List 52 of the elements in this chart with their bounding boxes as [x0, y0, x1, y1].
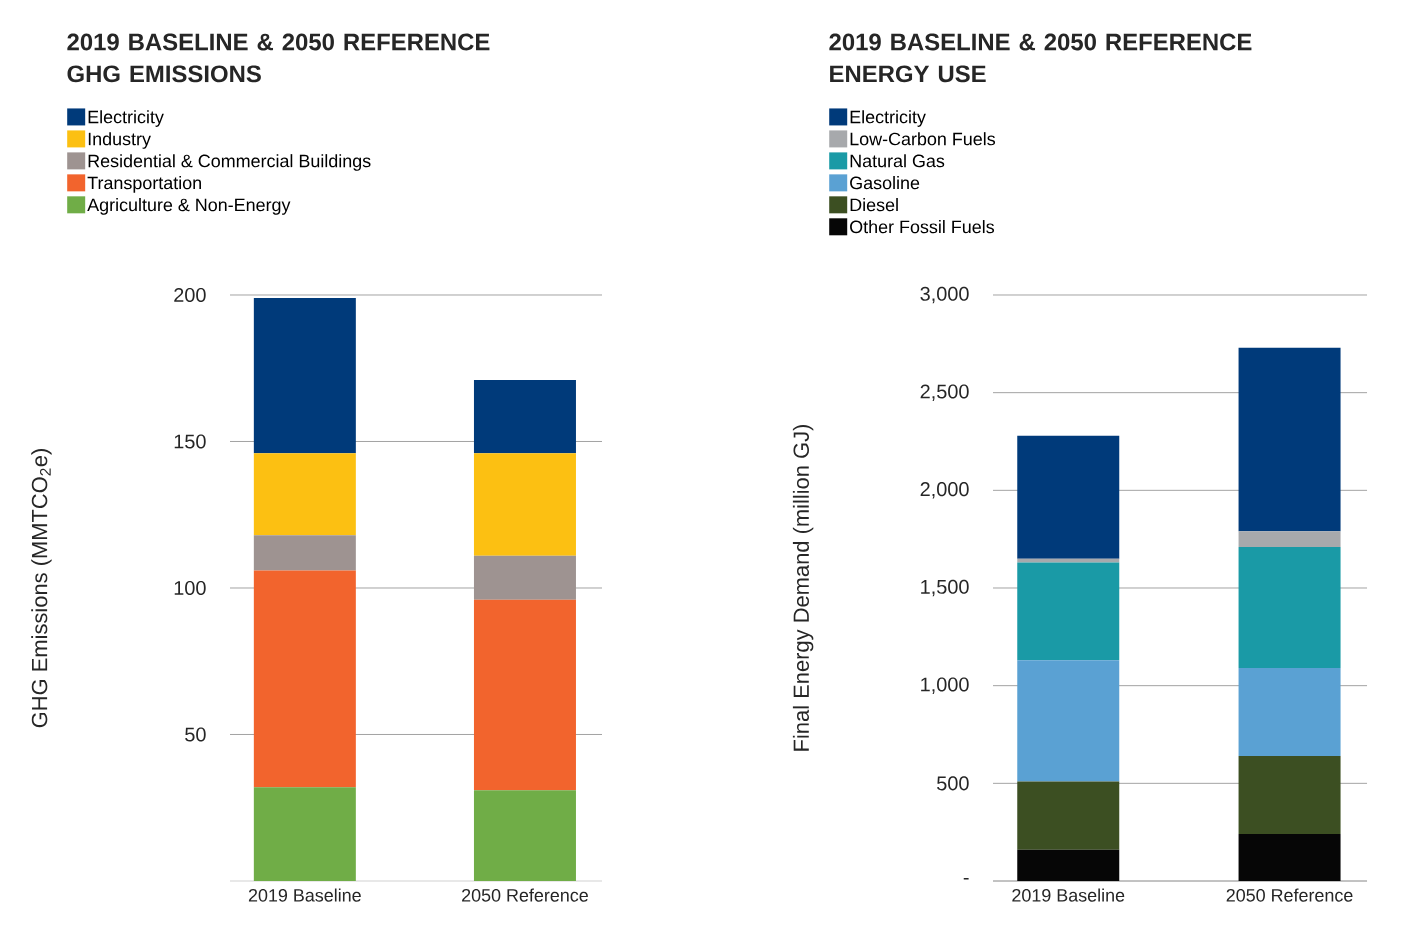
bar	[253, 453, 356, 536]
legend-label: Agriculture & Non-Energy	[87, 198, 291, 215]
legend-label: Electricity	[88, 110, 164, 127]
y-tick-label: 2,000	[920, 482, 969, 499]
legend-label: Electricity	[850, 110, 926, 127]
y-tick-label: 3,000	[920, 286, 969, 304]
y-tick-label: -	[963, 877, 969, 880]
legend-label: Other Fossil Fuels	[850, 220, 995, 234]
bar	[1238, 834, 1341, 881]
legend-label: Gasoline	[850, 176, 920, 190]
bar	[1238, 546, 1341, 669]
bar	[473, 790, 576, 881]
legend-label: Low-Carbon Fuels	[850, 132, 996, 146]
bar	[253, 570, 356, 788]
bar	[253, 535, 356, 571]
bar	[1017, 562, 1120, 661]
bar	[1017, 558, 1120, 563]
bar	[1017, 849, 1120, 881]
y-axis-title: Final Energy Demand (million GJ)	[792, 424, 814, 751]
bar	[1017, 435, 1120, 559]
legend-label: Diesel	[850, 198, 898, 212]
bar	[253, 787, 356, 881]
y-tick-label: 100	[174, 580, 206, 596]
y-tick-label: 2,500	[920, 384, 969, 401]
legend-label: Industry	[88, 132, 151, 149]
bar	[473, 379, 576, 454]
legend-label: Transportation	[87, 176, 201, 193]
y-axis-title: GHG Emissions (MMTCO$_{2}$e)	[31, 449, 52, 728]
x-tick-label: 2019 Baseline	[248, 888, 361, 902]
bar	[1017, 781, 1120, 850]
legend-label: Residential & Commercial Buildings	[88, 154, 371, 171]
chart-title: 2019 BASELINE & 2050 REFERENCE ENERGY USE	[829, 33, 1252, 83]
y-tick-label: 50	[185, 727, 206, 742]
bar	[1017, 660, 1120, 782]
bar	[473, 599, 576, 791]
x-tick-label: 2050 Reference	[462, 888, 588, 902]
bar	[473, 453, 576, 556]
bar	[253, 297, 356, 454]
y-tick-label: 1,500	[921, 579, 969, 597]
y-tick-label: 200	[174, 287, 206, 303]
chart-title: 2019 BASELINE & 2050 REFERENCE GHG EMISSIONS	[67, 33, 490, 83]
bar	[1238, 531, 1341, 547]
bar	[1238, 347, 1341, 532]
bar	[1238, 755, 1341, 835]
y-tick-label: 500	[937, 776, 969, 791]
bar	[473, 555, 576, 600]
x-tick-label: 2050 Reference	[1226, 888, 1353, 902]
x-tick-label: 2019 Baseline	[1012, 888, 1125, 902]
y-tick-label: 1,000	[921, 677, 969, 694]
legend-label: Natural Gas	[850, 154, 945, 168]
y-tick-label: 150	[174, 434, 206, 449]
bar	[1238, 668, 1341, 756]
